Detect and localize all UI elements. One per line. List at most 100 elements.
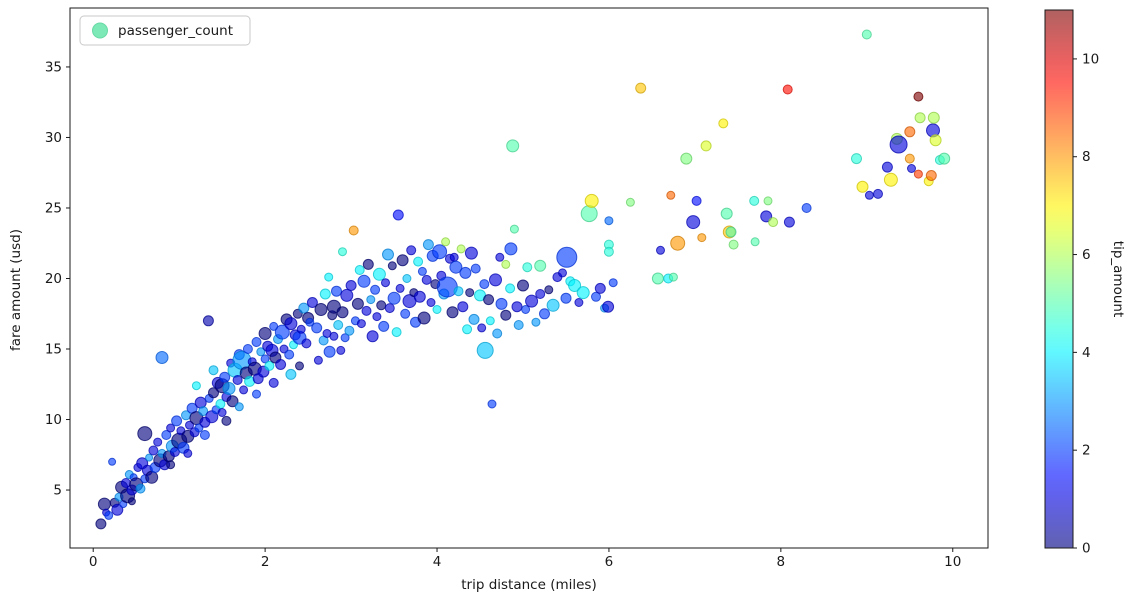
data-point	[378, 320, 390, 332]
data-point	[354, 265, 365, 275]
data-point	[219, 371, 231, 383]
data-point	[361, 305, 372, 316]
data-point	[913, 91, 924, 102]
data-point	[395, 283, 405, 293]
data-point	[522, 262, 533, 273]
data-point	[492, 328, 503, 339]
data-point	[925, 170, 937, 181]
data-point	[421, 274, 432, 285]
data-point	[602, 300, 615, 313]
y-axis-label: fare amount (usd)	[8, 229, 24, 351]
x-tick-label: 0	[89, 554, 98, 570]
data-point	[284, 349, 295, 360]
legend-frame	[79, 15, 251, 46]
data-point	[161, 430, 172, 440]
data-point	[260, 354, 270, 364]
data-point	[506, 139, 520, 153]
data-point	[202, 315, 214, 327]
data-point	[686, 215, 701, 230]
data-point	[145, 453, 154, 462]
data-point	[500, 309, 512, 321]
data-point	[544, 285, 554, 295]
data-point	[449, 260, 463, 274]
x-tick-label: 4	[433, 554, 442, 570]
data-point	[340, 288, 354, 302]
data-point	[560, 292, 572, 304]
data-point	[274, 324, 290, 340]
data-point	[333, 320, 344, 330]
data-point	[387, 261, 397, 271]
data-point	[535, 289, 546, 299]
data-point	[166, 460, 176, 470]
data-point	[208, 387, 219, 399]
data-point	[127, 497, 136, 506]
data-point	[356, 319, 366, 329]
data-point	[413, 290, 426, 303]
data-point	[417, 266, 427, 276]
data-point	[914, 112, 926, 124]
data-point	[351, 297, 364, 310]
data-point	[111, 503, 124, 516]
data-point	[208, 365, 219, 376]
data-point	[384, 303, 395, 314]
data-point	[470, 263, 481, 274]
data-point	[95, 518, 107, 530]
data-point	[298, 302, 310, 314]
data-point	[344, 325, 355, 336]
data-point	[153, 437, 163, 447]
data-point	[251, 337, 262, 347]
data-point	[635, 82, 647, 94]
data-point	[387, 291, 401, 305]
data-point	[252, 389, 261, 399]
data-point	[426, 298, 436, 307]
x-tick-label: 2	[261, 554, 270, 570]
data-point	[904, 126, 916, 138]
data-point	[851, 153, 862, 165]
data-point	[546, 298, 560, 312]
data-point	[234, 402, 244, 412]
data-point	[357, 274, 371, 288]
data-point	[763, 196, 773, 206]
data-point	[584, 193, 599, 208]
data-point	[338, 247, 347, 257]
data-point	[166, 423, 176, 433]
colorbar-tick-label: 0	[1082, 541, 1091, 557]
data-point	[222, 382, 236, 395]
data-point	[718, 118, 729, 129]
data-point	[305, 317, 315, 327]
data-point	[558, 268, 567, 278]
data-point	[521, 305, 531, 314]
data-point	[670, 235, 686, 251]
data-point	[313, 355, 323, 365]
data-point	[137, 426, 153, 442]
data-point	[381, 278, 390, 288]
data-point	[453, 286, 464, 297]
legend: passenger_count	[79, 15, 251, 46]
legend-marker-icon	[92, 22, 108, 39]
data-point	[336, 345, 346, 355]
data-point	[782, 84, 793, 95]
data-point	[531, 317, 541, 327]
data-point	[183, 448, 193, 458]
data-point	[513, 320, 524, 330]
data-point	[191, 381, 201, 391]
data-point	[464, 246, 478, 260]
data-point	[489, 273, 502, 287]
data-point	[511, 301, 523, 313]
data-point	[366, 295, 376, 305]
data-point	[913, 169, 923, 179]
data-point	[459, 266, 472, 279]
x-tick-label: 6	[605, 554, 614, 570]
data-point	[382, 248, 394, 261]
data-point	[720, 207, 733, 220]
data-point	[402, 274, 412, 283]
data-point	[256, 347, 266, 357]
y-tick-label: 30	[45, 130, 62, 146]
data-point	[258, 327, 272, 340]
data-point	[495, 297, 508, 310]
colorbar-tick-label: 2	[1082, 443, 1091, 459]
colorbar-tick-label: 10	[1082, 51, 1099, 67]
data-point	[456, 244, 466, 254]
